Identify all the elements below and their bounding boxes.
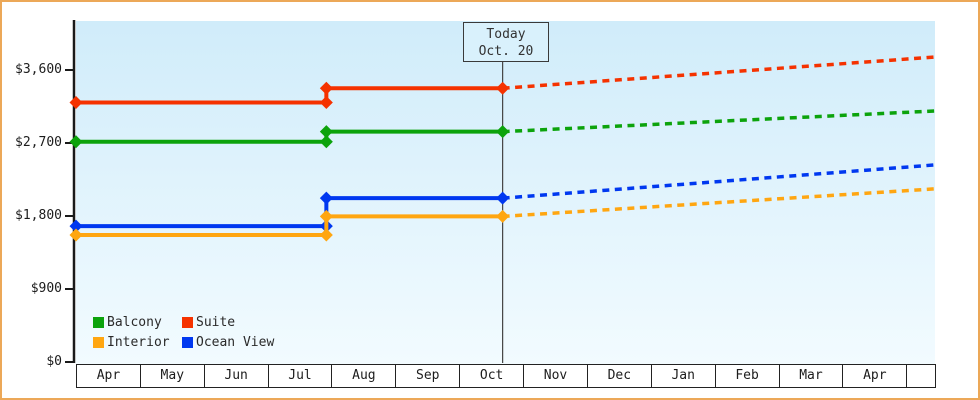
series-marker xyxy=(496,125,510,139)
series-marker xyxy=(496,209,510,223)
legend-item-suite: Suite xyxy=(182,315,274,330)
today-marker-box: Today Oct. 20 xyxy=(463,22,549,62)
series-line-solid xyxy=(76,86,503,105)
series-marker xyxy=(69,95,83,109)
series-marker xyxy=(69,228,83,242)
month-cell-apr-0: Apr xyxy=(76,364,141,388)
y-axis-label: $2,700 xyxy=(15,135,62,150)
month-cell-jun-2: Jun xyxy=(203,364,269,388)
month-cell-feb-10: Feb xyxy=(714,364,780,388)
y-axis-label: $3,600 xyxy=(15,62,62,77)
legend-label: Interior xyxy=(107,335,170,350)
series-line-projection xyxy=(502,55,936,90)
legend: Balcony Suite Interior Ocean View xyxy=(93,315,274,350)
month-cell-dec-8: Dec xyxy=(586,364,652,388)
legend-label: Balcony xyxy=(107,315,162,330)
legend-item-interior: Interior xyxy=(93,335,182,350)
y-axis-label: $900 xyxy=(30,281,62,296)
series-marker xyxy=(69,219,83,233)
interior-swatch-icon xyxy=(93,337,104,348)
series-marker xyxy=(319,81,333,95)
series-marker xyxy=(319,209,333,223)
series-marker xyxy=(319,135,333,149)
today-label: Today xyxy=(486,27,526,42)
y-axis-label: $1,800 xyxy=(15,208,62,223)
series-line-projection xyxy=(502,163,936,200)
month-cell-apr-12: Apr xyxy=(842,364,908,388)
legend-label: Suite xyxy=(196,315,236,330)
series-line-projection xyxy=(502,109,936,134)
y-axis-label: $0 xyxy=(46,354,62,369)
legend-label: Ocean View xyxy=(196,335,275,350)
series-marker xyxy=(319,191,333,205)
series-marker xyxy=(496,191,510,205)
plot-background xyxy=(76,21,935,364)
month-cell-jan-9: Jan xyxy=(650,364,716,388)
series-line-solid xyxy=(76,214,503,238)
month-cell-aug-4: Aug xyxy=(331,364,397,388)
legend-item-ocean-view: Ocean View xyxy=(182,335,274,350)
month-cell-oct-6: Oct xyxy=(459,364,525,388)
month-cell-sep-5: Sep xyxy=(395,364,461,388)
series-marker xyxy=(69,135,83,149)
series-marker xyxy=(319,95,333,109)
legend-item-balcony: Balcony xyxy=(93,315,182,330)
month-cell-empty xyxy=(906,364,936,388)
series-marker xyxy=(496,81,510,95)
month-cell-nov-7: Nov xyxy=(523,364,588,388)
month-cell-mar-11: Mar xyxy=(778,364,844,388)
series-line-projection xyxy=(502,187,936,219)
month-cell-jul-3: Jul xyxy=(267,364,333,388)
ocean-view-swatch-icon xyxy=(182,337,193,348)
suite-swatch-icon xyxy=(182,317,193,328)
month-cell-may-1: May xyxy=(139,364,205,388)
series-marker xyxy=(319,228,333,242)
today-date: Oct. 20 xyxy=(478,44,534,59)
balcony-swatch-icon xyxy=(93,317,104,328)
